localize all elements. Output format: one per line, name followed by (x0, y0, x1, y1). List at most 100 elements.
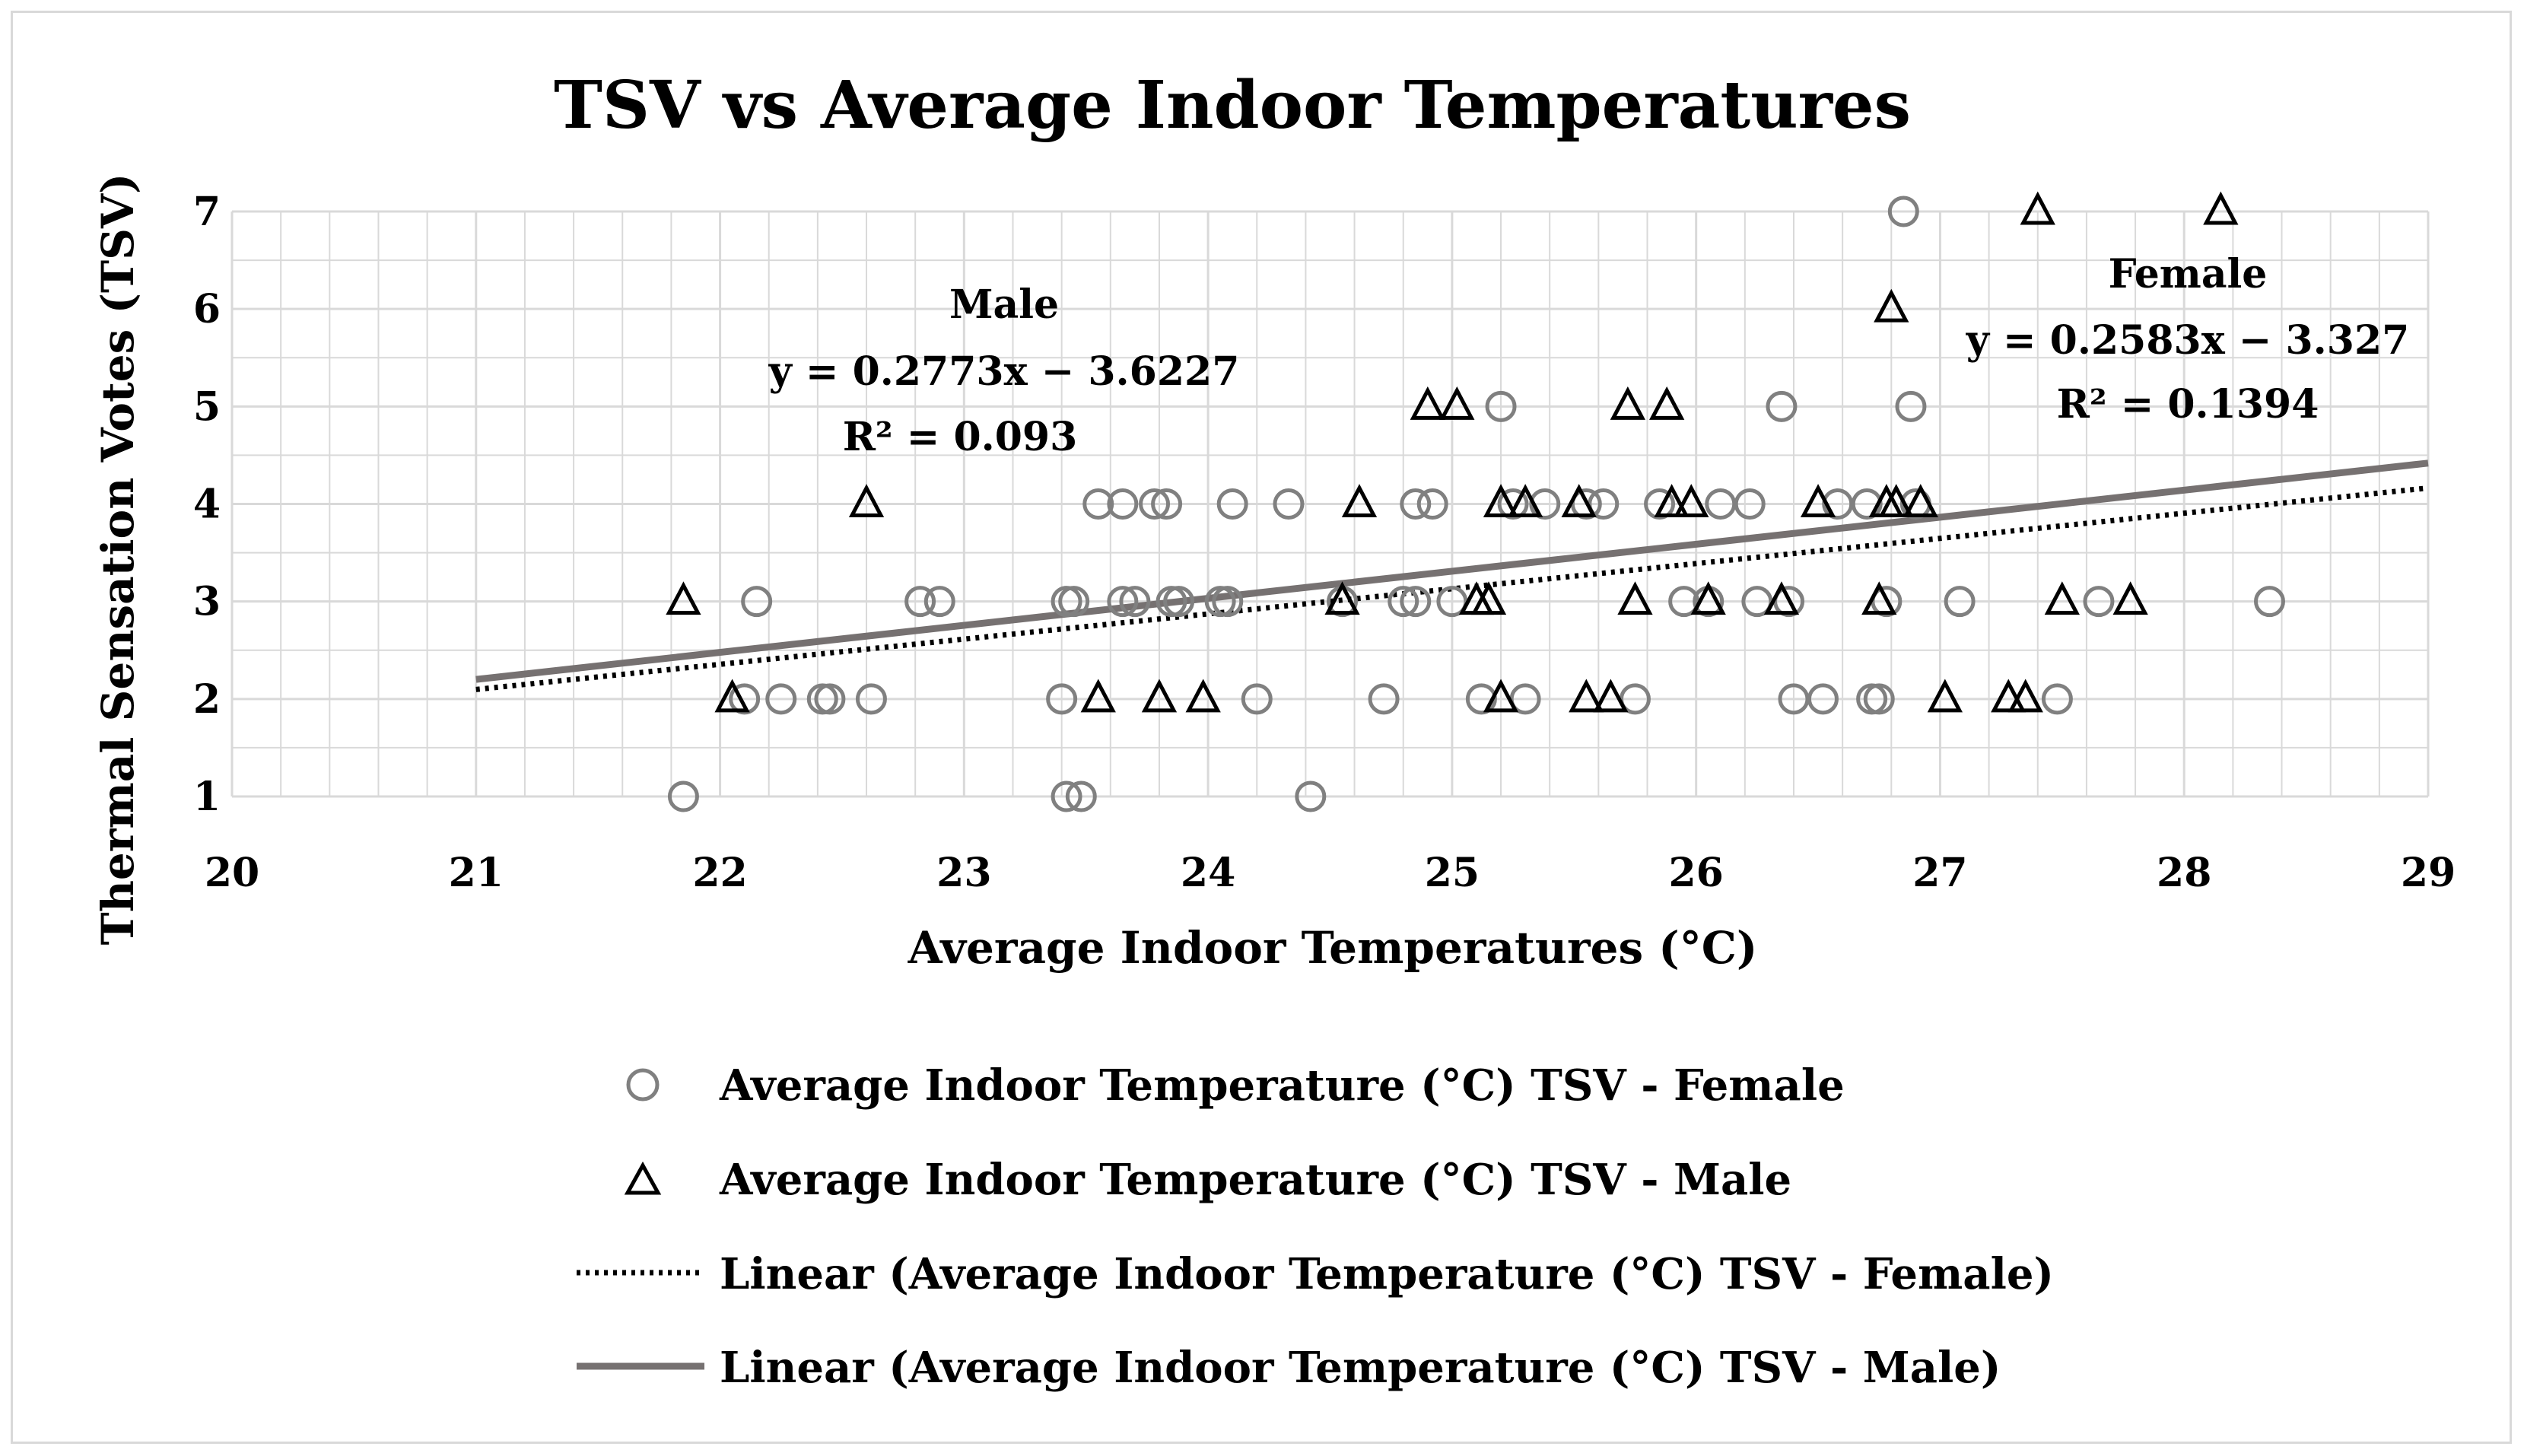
female-data-point (667, 780, 699, 812)
y-tick-label: 3 (193, 579, 221, 625)
male-data-point (666, 581, 701, 615)
female-data-point (1741, 586, 1773, 618)
male-data-point (1341, 484, 1378, 517)
x-tick-label: 27 (1912, 850, 1967, 896)
male-data-point (1927, 679, 1963, 713)
female-data-point (1807, 683, 1839, 715)
female-data-point (1119, 586, 1151, 618)
female-data-point (2083, 586, 2115, 618)
male-data-point (1690, 581, 1726, 615)
female-data-point (1400, 586, 1432, 618)
male-data-point (1800, 484, 1836, 517)
female-data-point (1416, 488, 1448, 520)
female-data-point (1465, 683, 1497, 715)
legend-female-marker (626, 1068, 660, 1102)
female-data-point (1588, 488, 1620, 520)
female-data-point (1644, 488, 1676, 520)
legend-female-label: Average Indoor Temperature (°C) TSV - Fe… (719, 1060, 1845, 1111)
female-data-point (1139, 488, 1171, 520)
female-data-point (2041, 683, 2073, 715)
legend-male-trend-label: Linear (Average Indoor Temperature (°C) … (720, 1343, 2001, 1393)
male-data-point (2007, 679, 2043, 713)
male-data-point (1185, 679, 1221, 713)
male-data-point (1649, 386, 1685, 420)
male-data-point (2112, 581, 2148, 615)
female-data-point (1668, 586, 1700, 618)
male-trendline (475, 459, 2429, 683)
male-data-point (1617, 581, 1653, 615)
female-trendline (475, 485, 2429, 692)
female-data-point (1273, 488, 1305, 520)
female-data-point (1212, 586, 1244, 618)
female-data-point (1400, 488, 1432, 520)
y-tick-label: 4 (193, 482, 221, 528)
female-data-point (1887, 196, 1919, 227)
female-data-point (765, 683, 797, 715)
female-equation: y = 0.2583x − 3.327 (1966, 317, 2410, 364)
male-data-point (1483, 484, 1519, 517)
female-data-point (923, 586, 955, 618)
trendlines (475, 459, 2429, 692)
x-tick-label: 26 (1668, 850, 1723, 896)
male-data-point (1470, 581, 1507, 615)
female-data-point (1863, 683, 1895, 715)
female-data-point (1046, 683, 1078, 715)
male-data-point (1991, 679, 2027, 713)
female-data-point (1058, 586, 1090, 618)
chart-title: TSV vs Average Indoor Temperatures (554, 67, 1911, 144)
female-data-point (1295, 780, 1327, 812)
female-data-point (2253, 586, 2285, 618)
female-data-point (814, 683, 846, 715)
y-tick-label: 7 (193, 189, 221, 235)
male-data-point (1439, 386, 1475, 420)
female-data-point (1082, 488, 1114, 520)
female-data-point (855, 683, 887, 715)
male-data-point (1674, 484, 1709, 517)
male-data-point (1569, 679, 1604, 713)
male-data-point (2044, 581, 2080, 615)
female-data-point (741, 586, 773, 618)
y-tick-label: 5 (193, 383, 221, 430)
male-data-point (1874, 288, 1909, 323)
grid (230, 210, 2430, 798)
female-data-point (1388, 586, 1419, 618)
female-data-point (1734, 488, 1766, 520)
male-data-point (1610, 386, 1645, 420)
female-data-point (1529, 488, 1561, 520)
female-data-point (1766, 390, 1798, 422)
male-data-point (1763, 581, 1800, 615)
x-tick-label: 28 (2157, 850, 2211, 896)
male-data-point (2020, 191, 2055, 225)
y-tick-label: 2 (193, 676, 221, 723)
male-r-squared: R² = 0.093 (843, 414, 1078, 460)
x-tick-label: 29 (2401, 850, 2456, 896)
male-data-point (714, 679, 750, 713)
female-data-point (1485, 390, 1517, 422)
female-data-point (1509, 683, 1541, 715)
male-data-point (1410, 386, 1445, 420)
data-points (666, 191, 2285, 812)
female-data-point (1497, 488, 1529, 520)
x-tick-label: 24 (1181, 850, 1235, 896)
male-data-point (1080, 679, 1116, 713)
male-data-point (1593, 679, 1629, 713)
female-data-point (1107, 488, 1139, 520)
female-data-point (1895, 390, 1927, 422)
male-data-point (1141, 679, 1178, 713)
female-data-point (1368, 683, 1400, 715)
x-tick-label: 22 (692, 850, 747, 896)
male-data-point (848, 484, 885, 517)
female-data-point (1163, 586, 1195, 618)
female-data-point (1619, 683, 1651, 715)
x-tick-label: 23 (936, 850, 991, 896)
legend-male-label: Average Indoor Temperature (°C) TSV - Ma… (719, 1155, 1791, 1205)
female-data-point (1151, 488, 1183, 520)
legend-female-trend-label: Linear (Average Indoor Temperature (°C) … (720, 1249, 2054, 1299)
female-data-point (1065, 780, 1097, 812)
female-data-point (904, 586, 936, 618)
female-data-point (1944, 586, 1976, 618)
legend: Average Indoor Temperature (°C) TSV - Fe… (577, 1060, 2054, 1393)
y-tick-label: 1 (193, 774, 221, 820)
